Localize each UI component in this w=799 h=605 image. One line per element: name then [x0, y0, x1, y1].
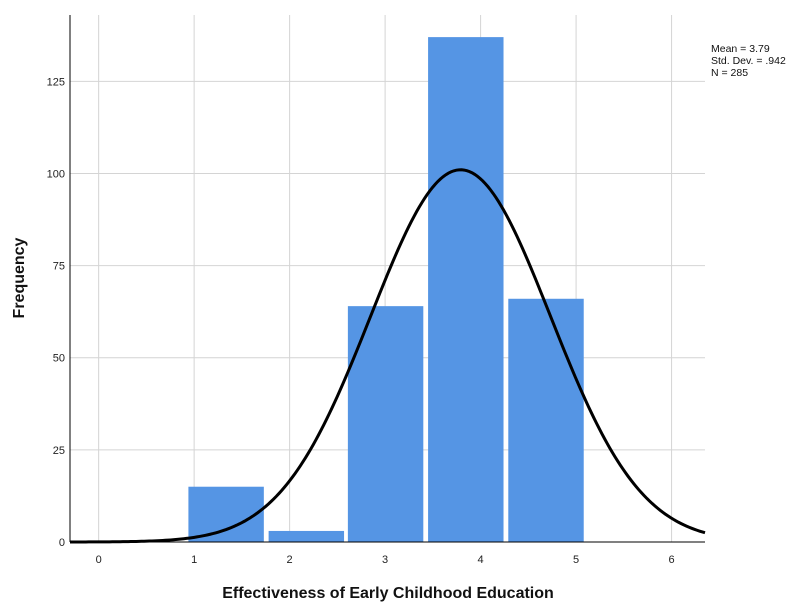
axes: [69, 15, 705, 543]
x-tick-label: 4: [478, 554, 484, 566]
stats-mean: Mean = 3.79: [711, 43, 770, 55]
histogram-bar: [508, 298, 584, 542]
histogram-bar: [268, 530, 345, 542]
y-tick-label: 50: [53, 353, 65, 365]
y-tick-label: 125: [47, 76, 65, 88]
y-axis-title: Frequency: [11, 237, 28, 318]
x-tick-label: 3: [382, 554, 388, 566]
y-tick-label: 25: [53, 445, 65, 457]
stats-n: N = 285: [711, 67, 748, 79]
x-tick-label: 5: [573, 554, 579, 566]
x-tick-label: 0: [96, 554, 102, 566]
stats-box: Mean = 3.79 Std. Dev. = .942 N = 285: [711, 43, 786, 79]
y-tick-label: 0: [59, 537, 65, 549]
y-tick-label: 75: [53, 261, 65, 273]
tick-labels: 0 1 2 3 4 5 6 0 25 50 75 100 125: [47, 76, 675, 566]
x-tick-label: 2: [287, 554, 293, 566]
x-tick-label: 1: [191, 554, 197, 566]
x-tick-label: 6: [669, 554, 675, 566]
histogram-bar: [188, 486, 264, 542]
normal-curve: [70, 168, 706, 544]
stats-std-dev: Std. Dev. = .942: [711, 55, 786, 67]
histogram-bars: [188, 37, 584, 543]
y-tick-label: 100: [47, 168, 65, 180]
histogram-bar: [428, 37, 504, 543]
normal-curve-layer: [70, 168, 706, 544]
x-axis-title: Effectiveness of Early Childhood Educati…: [222, 585, 554, 602]
